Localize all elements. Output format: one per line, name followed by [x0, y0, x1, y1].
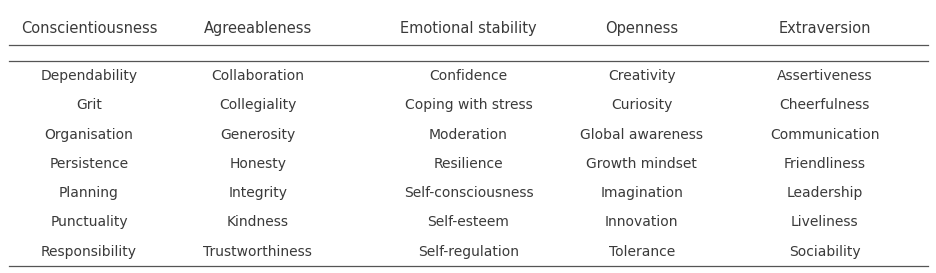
- Text: Self-consciousness: Self-consciousness: [403, 186, 533, 200]
- Text: Global awareness: Global awareness: [579, 127, 703, 141]
- Text: Self-esteem: Self-esteem: [427, 215, 509, 229]
- Text: Cheerfulness: Cheerfulness: [779, 98, 869, 112]
- Text: Organisation: Organisation: [45, 127, 133, 141]
- Text: Collaboration: Collaboration: [211, 69, 304, 83]
- Text: Honesty: Honesty: [229, 157, 285, 171]
- Text: Moderation: Moderation: [429, 127, 507, 141]
- Text: Openness: Openness: [605, 21, 678, 36]
- Text: Coping with stress: Coping with stress: [404, 98, 532, 112]
- Text: Self-regulation: Self-regulation: [417, 245, 519, 259]
- Text: Extraversion: Extraversion: [778, 21, 870, 36]
- Text: Growth mindset: Growth mindset: [586, 157, 696, 171]
- Text: Generosity: Generosity: [220, 127, 295, 141]
- Text: Resilience: Resilience: [433, 157, 503, 171]
- Text: Friendliness: Friendliness: [782, 157, 865, 171]
- Text: Confidence: Confidence: [429, 69, 507, 83]
- Text: Collegiality: Collegiality: [219, 98, 296, 112]
- Text: Punctuality: Punctuality: [51, 215, 127, 229]
- Text: Persistence: Persistence: [50, 157, 128, 171]
- Text: Imagination: Imagination: [600, 186, 682, 200]
- Text: Kindness: Kindness: [227, 215, 288, 229]
- Text: Creativity: Creativity: [607, 69, 675, 83]
- Text: Dependability: Dependability: [40, 69, 138, 83]
- Text: Innovation: Innovation: [605, 215, 678, 229]
- Text: Agreeableness: Agreeableness: [203, 21, 312, 36]
- Text: Trustworthiness: Trustworthiness: [203, 245, 312, 259]
- Text: Tolerance: Tolerance: [608, 245, 674, 259]
- Text: Emotional stability: Emotional stability: [400, 21, 536, 36]
- Text: Leadership: Leadership: [785, 186, 862, 200]
- Text: Communication: Communication: [769, 127, 878, 141]
- Text: Conscientiousness: Conscientiousness: [21, 21, 157, 36]
- Text: Sociability: Sociability: [788, 245, 859, 259]
- Text: Planning: Planning: [59, 186, 119, 200]
- Text: Responsibility: Responsibility: [41, 245, 137, 259]
- Text: Integrity: Integrity: [228, 186, 286, 200]
- Text: Liveliness: Liveliness: [790, 215, 857, 229]
- Text: Grit: Grit: [76, 98, 102, 112]
- Text: Curiosity: Curiosity: [610, 98, 672, 112]
- Text: Assertiveness: Assertiveness: [776, 69, 871, 83]
